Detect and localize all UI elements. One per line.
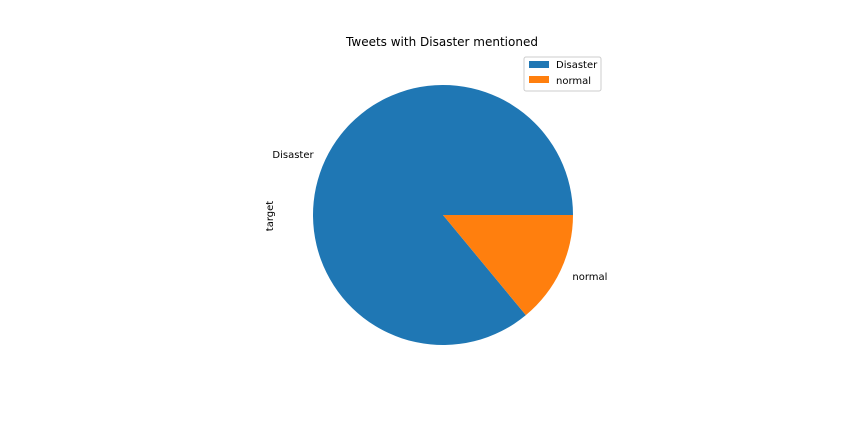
legend-label-normal: normal bbox=[556, 76, 591, 87]
chart-title: Tweets with Disaster mentioned bbox=[345, 35, 538, 49]
legend-swatch-normal bbox=[529, 76, 549, 83]
pie-label-normal: normal bbox=[572, 272, 607, 283]
pie-slice-labels: Disaster normal bbox=[272, 150, 607, 283]
pie-slice-normal bbox=[443, 215, 573, 316]
pie-label-disaster: Disaster bbox=[272, 150, 314, 161]
legend-swatch-disaster bbox=[529, 61, 549, 68]
pie-slice-disaster bbox=[313, 84, 573, 345]
pie-slices bbox=[313, 84, 573, 345]
y-axis-label: target bbox=[265, 201, 276, 231]
legend: Disaster normal bbox=[523, 56, 602, 92]
legend-label-disaster: Disaster bbox=[556, 60, 598, 71]
